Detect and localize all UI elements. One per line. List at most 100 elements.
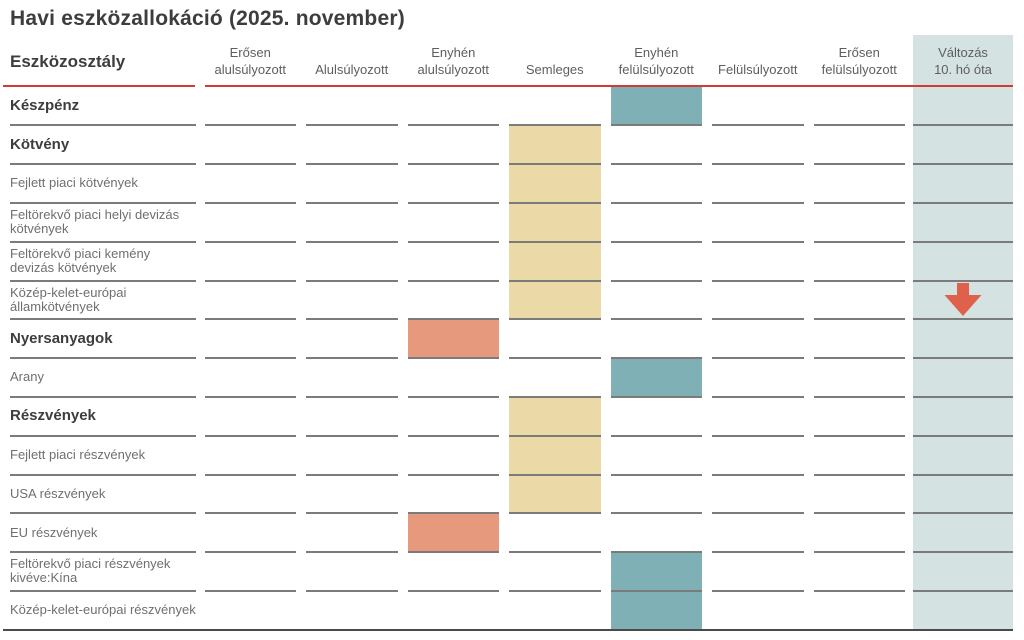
row-label: Fejlett piaci kötvények	[10, 164, 196, 203]
row-separator	[813, 357, 905, 360]
row-separator	[407, 551, 499, 554]
row-separator	[407, 318, 499, 321]
row-label: Kötvény	[10, 125, 196, 164]
row-label-text: Közép-kelet-európai részvények	[10, 602, 196, 618]
row-separator	[10, 124, 196, 127]
row-separator	[509, 357, 601, 360]
table-bottom-rule	[3, 628, 1013, 631]
row-label: Közép-kelet-európai államkötvények	[10, 281, 196, 320]
row-separator	[509, 512, 601, 515]
asset-class-column-header: Eszközosztály	[10, 52, 126, 71]
row-separator	[913, 201, 1013, 204]
row-separator	[407, 163, 499, 166]
row-separator	[610, 279, 702, 282]
row-separator	[913, 434, 1013, 437]
row-separator	[913, 357, 1013, 360]
row-separator	[813, 201, 905, 204]
row-separator	[610, 395, 702, 398]
row-label-text: Feltörekvő piaci kemény devizás kötvénye…	[10, 246, 151, 276]
column-header-line: Változás	[938, 45, 988, 60]
row-separator	[407, 434, 499, 437]
row-separator	[913, 395, 1013, 398]
row-label: Részvények	[10, 397, 196, 436]
column-header-line: Felülsúlyozott	[718, 61, 798, 77]
allocation-cell	[509, 280, 601, 320]
row-separator	[813, 512, 905, 515]
row-separator	[610, 201, 702, 204]
column-header-line: alulsúlyozott	[417, 61, 490, 77]
row-separator	[813, 163, 905, 166]
allocation-cell	[509, 125, 601, 165]
row-separator	[712, 395, 804, 398]
row-label-text: Feltörekvő piaci helyi devizás kötvények	[10, 207, 180, 237]
row-separator	[509, 551, 601, 554]
row-separator	[913, 512, 1013, 515]
row-label-text: Kötvény	[10, 135, 70, 153]
row-separator	[509, 240, 601, 243]
column-header-underweight: Alulsúlyozott	[302, 38, 402, 78]
header-rule-right	[204, 85, 1013, 87]
allocation-cell	[610, 590, 702, 630]
row-separator	[610, 434, 702, 437]
row-separator	[306, 434, 398, 437]
row-separator	[913, 279, 1013, 282]
row-label: USA részvények	[10, 475, 196, 514]
row-separator	[10, 201, 196, 204]
column-header-slightly-overweight: Enyhén felülsúlyozott	[607, 38, 707, 78]
column-header-overweight: Felülsúlyozott	[708, 38, 808, 78]
row-label-text: Feltörekvő piaci részvények kivéve:Kína	[10, 556, 171, 586]
row-separator	[712, 551, 804, 554]
row-separator	[913, 240, 1013, 243]
row-separator	[204, 163, 296, 166]
row-separator	[306, 124, 398, 127]
column-header-strongly-underweight: Erősen alulsúlyozott	[201, 38, 301, 78]
row-separator	[913, 589, 1013, 592]
row-label-text: Készpénz	[10, 96, 80, 114]
row-separator	[204, 357, 296, 360]
row-label: Nyersanyagok	[10, 319, 196, 358]
row-label: Készpénz	[10, 87, 196, 126]
row-separator	[509, 473, 601, 476]
row-separator	[813, 124, 905, 127]
allocation-cell	[509, 202, 601, 242]
row-separator	[306, 551, 398, 554]
row-separator	[610, 551, 702, 554]
column-header-line: alulsúlyozott	[214, 61, 287, 77]
row-separator	[10, 512, 196, 515]
row-separator	[712, 318, 804, 321]
row-separator	[712, 589, 804, 592]
row-separator	[306, 318, 398, 321]
column-header-line: Semleges	[525, 61, 584, 77]
row-separator	[306, 357, 398, 360]
row-separator	[509, 395, 601, 398]
column-header-neutral: Semleges	[505, 38, 605, 78]
row-separator	[610, 124, 702, 127]
row-separator	[407, 512, 499, 515]
row-separator	[204, 124, 296, 127]
row-separator	[712, 240, 804, 243]
row-separator	[913, 473, 1013, 476]
column-header-line: felülsúlyozott	[821, 61, 897, 77]
row-separator	[913, 551, 1013, 554]
row-separator	[610, 357, 702, 360]
row-separator	[610, 318, 702, 321]
allocation-cell	[509, 474, 601, 514]
row-separator	[610, 512, 702, 515]
allocation-cell	[509, 241, 601, 281]
row-separator	[407, 279, 499, 282]
row-label-text: Arany	[10, 369, 44, 385]
row-separator	[204, 318, 296, 321]
row-label-text: Részvények	[10, 407, 96, 425]
row-separator	[10, 395, 196, 398]
row-separator	[204, 434, 296, 437]
column-header-strongly-overweight: Erősen felülsúlyozott	[810, 38, 910, 78]
row-separator	[712, 124, 804, 127]
row-separator	[306, 279, 398, 282]
row-separator	[407, 395, 499, 398]
column-header-line: Enyhén	[634, 45, 679, 60]
row-separator	[204, 589, 296, 592]
row-separator	[204, 279, 296, 282]
column-header-slightly-underweight: Enyhén alulsúlyozott	[404, 38, 504, 78]
row-separator	[509, 201, 601, 204]
row-separator	[306, 163, 398, 166]
